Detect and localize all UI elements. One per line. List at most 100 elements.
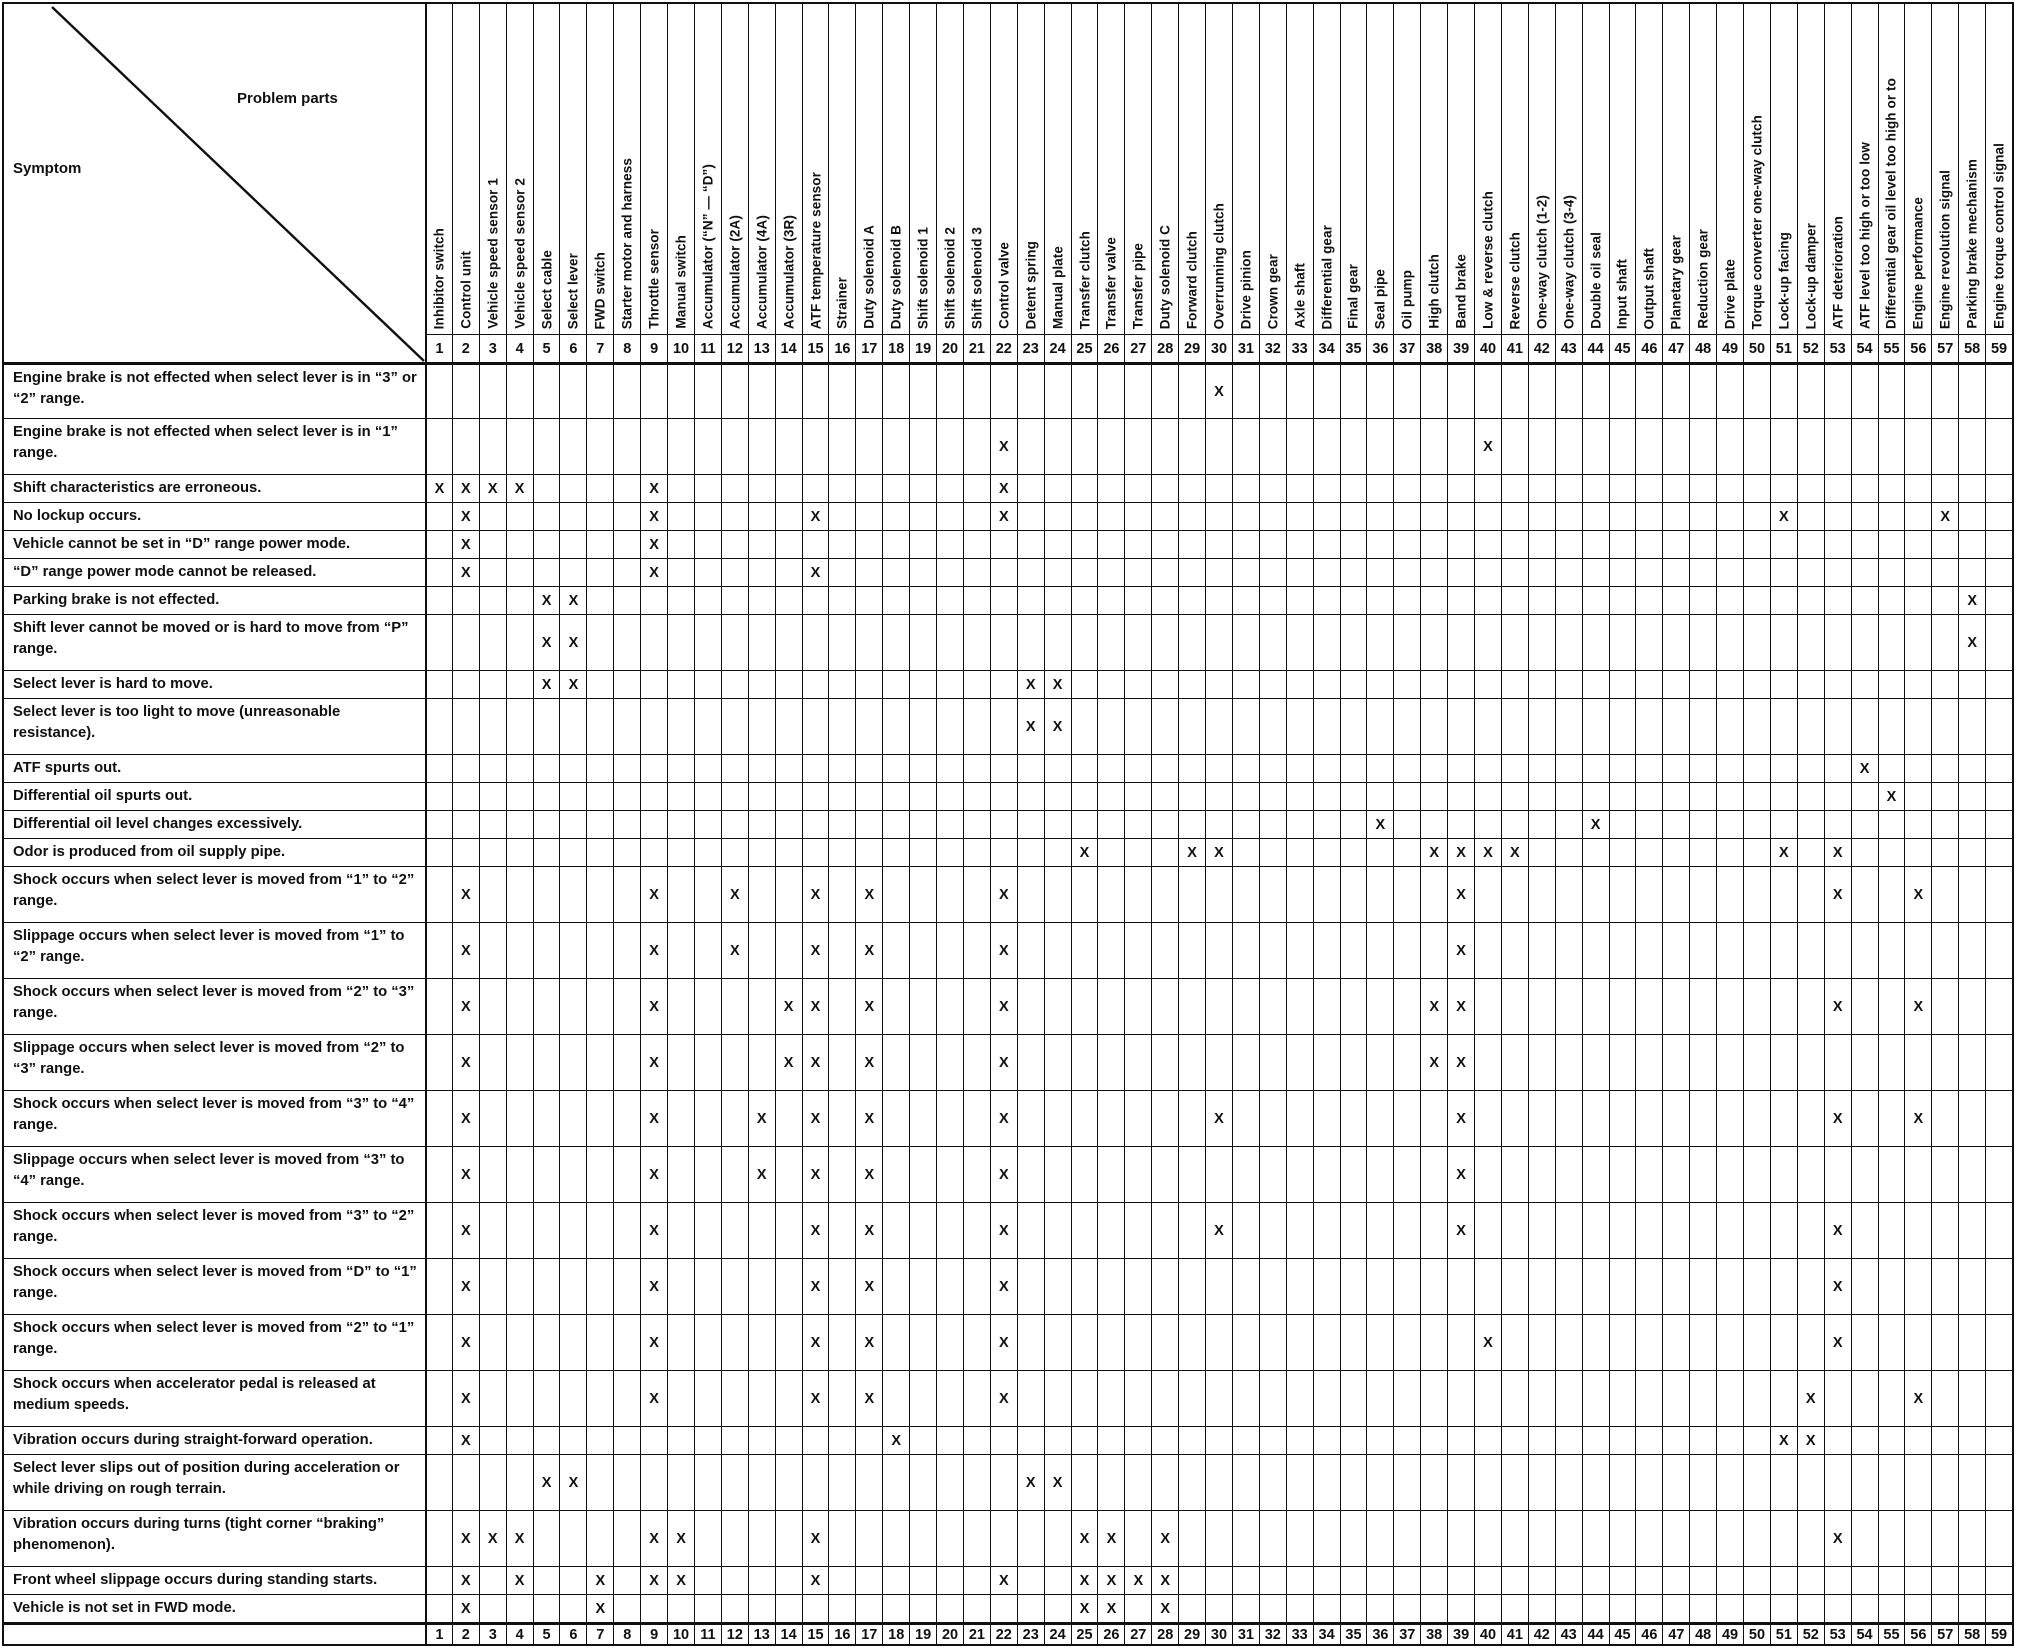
- column-number-top-10: 10: [667, 334, 694, 362]
- matrix-cell: [1366, 1202, 1394, 1258]
- matrix-cell: [1527, 1034, 1555, 1090]
- matrix-cell: [1958, 362, 1986, 418]
- matrix-cell: [1500, 586, 1528, 614]
- matrix-cell: [1312, 1594, 1340, 1622]
- matrix-cell: [1205, 530, 1232, 558]
- matrix-cell: [1124, 1202, 1152, 1258]
- matrix-mark: X: [451, 1314, 479, 1370]
- matrix-mark: X: [1097, 1566, 1125, 1594]
- matrix-cell: [1070, 866, 1098, 922]
- matrix-cell: [1958, 670, 1986, 698]
- column-number-bottom-2: 2: [451, 1622, 479, 1644]
- matrix-cell: [1070, 1034, 1098, 1090]
- matrix-cell: [1312, 1146, 1340, 1202]
- matrix-cell: [1016, 1034, 1044, 1090]
- matrix-cell: [1904, 1566, 1932, 1594]
- matrix-cell: [909, 1034, 937, 1090]
- matrix-cell: [1393, 1202, 1421, 1258]
- matrix-cell: [1447, 1454, 1475, 1510]
- matrix-cell: [559, 362, 587, 418]
- matrix-cell: [1312, 530, 1340, 558]
- matrix-cell: [613, 474, 641, 502]
- matrix-cell: [425, 1426, 452, 1454]
- matrix-cell: [1178, 1314, 1206, 1370]
- matrix-cell: [1205, 474, 1232, 502]
- matrix-cell: [1016, 866, 1044, 922]
- matrix-cell: [1581, 418, 1609, 474]
- matrix-cell: [640, 1426, 668, 1454]
- matrix-cell: [882, 866, 910, 922]
- column-label-text: Vehicle speed sensor 2: [512, 178, 528, 329]
- matrix-cell: [1151, 530, 1179, 558]
- matrix-cell: [586, 978, 614, 1034]
- matrix-cell: [1070, 1370, 1098, 1426]
- matrix-cell: [1608, 474, 1636, 502]
- matrix-cell: [828, 1090, 856, 1146]
- matrix-cell: [1258, 1510, 1286, 1566]
- column-number-top-22: 22: [989, 334, 1017, 362]
- matrix-cell: [1205, 1146, 1232, 1202]
- matrix-cell: [1285, 558, 1313, 586]
- column-label-9: Throttle sensor: [640, 4, 667, 334]
- matrix-mark: X: [451, 1510, 479, 1566]
- matrix-cell: [828, 1370, 856, 1426]
- matrix-cell: [1608, 866, 1636, 922]
- column-label-text: Engine performance: [1910, 196, 1926, 329]
- matrix-cell: [1339, 754, 1367, 782]
- matrix-cell: [1985, 1594, 2012, 1622]
- matrix-cell: [1420, 1370, 1448, 1426]
- matrix-cell: [1877, 1510, 1905, 1566]
- matrix-cell: [1904, 1510, 1932, 1566]
- matrix-cell: [1231, 670, 1259, 698]
- matrix-cell: [1743, 670, 1770, 698]
- column-number-top-50: 50: [1743, 334, 1770, 362]
- matrix-cell: [1554, 1510, 1582, 1566]
- matrix-cell: [559, 1258, 587, 1314]
- matrix-cell: [1554, 922, 1582, 978]
- matrix-mark: X: [1205, 838, 1232, 866]
- matrix-cell: [1743, 1202, 1770, 1258]
- matrix-cell: [1716, 474, 1744, 502]
- column-number-bottom-26: 26: [1097, 1622, 1125, 1644]
- matrix-cell: [1581, 922, 1609, 978]
- column-number-bottom-30: 30: [1205, 1622, 1232, 1644]
- matrix-cell: [1205, 698, 1232, 754]
- matrix-cell: [909, 1258, 937, 1314]
- matrix-cell: [1743, 362, 1770, 418]
- matrix-cell: [1366, 1370, 1394, 1426]
- matrix-cell: [1608, 978, 1636, 1034]
- matrix-cell: [720, 1146, 748, 1202]
- matrix-cell: [1823, 614, 1851, 670]
- matrix-cell: [451, 670, 479, 698]
- column-number-top-55: 55: [1877, 334, 1905, 362]
- matrix-cell: [1931, 1034, 1959, 1090]
- matrix-cell: [962, 1090, 990, 1146]
- matrix-cell: [1689, 1594, 1717, 1622]
- matrix-cell: [613, 1258, 641, 1314]
- matrix-cell: [1231, 418, 1259, 474]
- matrix-cell: [1285, 782, 1313, 810]
- column-label-text: Differential gear: [1319, 224, 1335, 329]
- matrix-cell: [1339, 1426, 1367, 1454]
- matrix-cell: [1312, 1370, 1340, 1426]
- matrix-cell: [1231, 1510, 1259, 1566]
- column-label-text: Torque converter one-way clutch: [1749, 114, 1765, 329]
- column-number-top-5: 5: [532, 334, 560, 362]
- matrix-cell: [1231, 866, 1259, 922]
- matrix-cell: [1850, 1510, 1878, 1566]
- matrix-cell: [936, 586, 963, 614]
- matrix-cell: [1985, 1566, 2012, 1594]
- matrix-cell: [1877, 1202, 1905, 1258]
- matrix-cell: [1985, 810, 2012, 838]
- matrix-cell: [1958, 1510, 1986, 1566]
- matrix-cell: [1608, 1370, 1636, 1426]
- matrix-mark: X: [1823, 866, 1851, 922]
- matrix-cell: [1635, 1370, 1663, 1426]
- matrix-cell: [1662, 1426, 1690, 1454]
- matrix-cell: [1823, 782, 1851, 810]
- column-label-7: FWD switch: [586, 4, 613, 334]
- matrix-cell: [1043, 1594, 1071, 1622]
- column-label-23: Detent spring: [1016, 4, 1044, 334]
- matrix-cell: [1339, 418, 1367, 474]
- matrix-cell: [882, 1314, 910, 1370]
